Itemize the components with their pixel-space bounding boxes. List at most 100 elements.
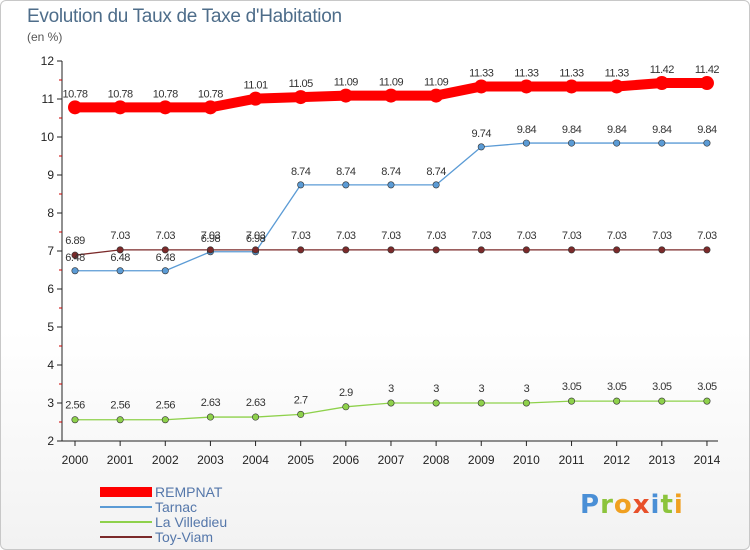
data-point [342, 403, 350, 411]
data-point [522, 139, 530, 147]
data-label: 11.01 [243, 80, 268, 92]
data-point [293, 90, 308, 105]
data-point [158, 100, 173, 115]
chart-title: Evolution du Taux de Taxe d'Habitation [27, 6, 342, 27]
data-label: 6.48 [65, 252, 85, 264]
x-tick-label: 2004 [242, 453, 269, 467]
legend-label-la-villedieu: La Villedieu [155, 514, 228, 530]
legend-swatch-tarnac [100, 506, 152, 508]
data-point [387, 399, 395, 407]
x-tick-label: 2000 [62, 453, 89, 467]
data-point [432, 246, 440, 254]
data-label: 11.42 [650, 64, 675, 76]
x-tick-label: 2010 [513, 453, 540, 467]
unit-label: (en %) [27, 30, 63, 44]
data-point [699, 76, 714, 91]
data-label: 3 [524, 383, 530, 395]
legend-label-rempnat: REMPNAT [155, 484, 223, 500]
data-label: 7.03 [110, 230, 130, 242]
data-point [703, 139, 711, 147]
data-point [116, 246, 124, 254]
data-point [161, 246, 169, 254]
data-label: 2.9 [339, 387, 353, 399]
data-label: 7.03 [517, 230, 537, 242]
data-point [522, 399, 530, 407]
data-point [568, 139, 576, 147]
legend-swatch-la-villedieu [100, 521, 152, 523]
data-point [161, 267, 169, 275]
data-point [387, 181, 395, 189]
data-label: 6.48 [110, 252, 130, 264]
data-point [613, 139, 621, 147]
y-tick-label: 7 [47, 244, 54, 258]
data-label: 2.56 [156, 400, 176, 412]
x-tick-label: 2013 [648, 453, 675, 467]
data-label: 3.05 [607, 381, 627, 393]
data-point [297, 246, 305, 254]
data-point [342, 246, 350, 254]
y-tick-label: 9 [47, 168, 54, 182]
data-label: 9.84 [652, 124, 672, 136]
data-point [383, 88, 398, 103]
x-tick-label: 2002 [152, 453, 179, 467]
data-label: 9.84 [697, 124, 717, 136]
data-label: 8.74 [291, 166, 311, 178]
data-label: 7.03 [201, 230, 221, 242]
data-label: 11.09 [424, 77, 449, 89]
data-label: 11.33 [559, 67, 584, 79]
data-label: 11.09 [379, 77, 404, 89]
data-label: 6.48 [156, 252, 176, 264]
data-label: 11.33 [605, 67, 630, 79]
data-label: 2.56 [65, 400, 85, 412]
data-label: 9.74 [472, 128, 492, 140]
data-point [477, 143, 485, 151]
data-point [387, 246, 395, 254]
data-point [206, 246, 214, 254]
data-label: 8.74 [381, 166, 401, 178]
data-label: 3.05 [652, 381, 672, 393]
data-label: 8.74 [426, 166, 446, 178]
data-point [568, 246, 576, 254]
proxiti-logo: Proxiti [580, 490, 684, 520]
data-point [522, 246, 530, 254]
data-label: 10.78 [108, 88, 133, 100]
y-tick-label: 11 [42, 92, 55, 106]
data-label: 11.42 [695, 64, 720, 76]
data-label: 2.63 [201, 397, 221, 409]
data-point [703, 246, 711, 254]
x-tick-label: 2001 [107, 453, 134, 467]
data-point [206, 413, 214, 421]
data-point [432, 399, 440, 407]
data-point [658, 246, 666, 254]
legend-swatch-rempnat [100, 487, 152, 497]
y-tick-label: 6 [47, 282, 54, 296]
y-tick-label: 12 [41, 54, 55, 68]
data-point [338, 88, 353, 103]
y-tick-label: 10 [41, 130, 55, 144]
data-point [564, 79, 579, 94]
data-point [568, 397, 576, 405]
y-tick-label: 4 [47, 358, 54, 372]
data-label: 9.84 [517, 124, 537, 136]
data-point [477, 399, 485, 407]
data-point [248, 91, 263, 106]
x-tick-label: 2007 [378, 453, 405, 467]
data-label: 7.03 [336, 230, 356, 242]
data-point [477, 246, 485, 254]
data-label: 7.03 [472, 230, 492, 242]
data-label: 7.03 [426, 230, 446, 242]
data-label: 7.03 [381, 230, 401, 242]
data-label: 9.84 [607, 124, 627, 136]
y-tick-label: 3 [47, 396, 54, 410]
data-label: 7.03 [246, 230, 266, 242]
data-point [161, 416, 169, 424]
data-point [252, 246, 260, 254]
data-point [613, 246, 621, 254]
data-label: 11.09 [334, 77, 359, 89]
data-point [658, 397, 666, 405]
data-label: 2.56 [110, 400, 130, 412]
data-label: 2.63 [246, 397, 266, 409]
data-point [654, 76, 669, 91]
data-label: 3.05 [697, 381, 717, 393]
